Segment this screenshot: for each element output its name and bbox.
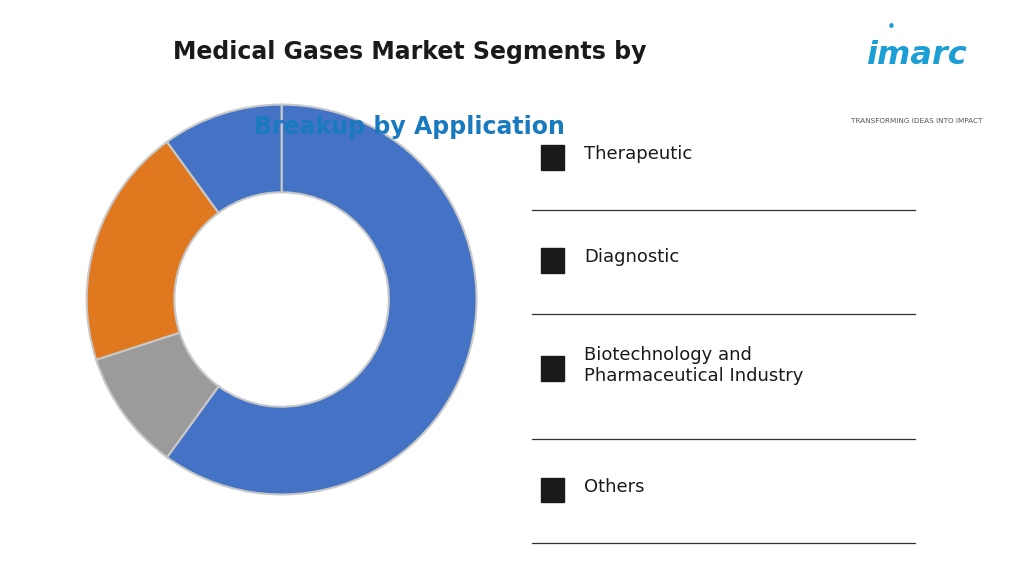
Bar xyxy=(542,356,564,381)
Wedge shape xyxy=(96,333,218,457)
Text: TRANSFORMING IDEAS INTO IMPACT: TRANSFORMING IDEAS INTO IMPACT xyxy=(851,118,982,124)
Text: •: • xyxy=(887,20,895,35)
Wedge shape xyxy=(167,105,282,213)
Text: Medical Gases Market Segments by: Medical Gases Market Segments by xyxy=(173,40,646,65)
Text: Breakup by Application: Breakup by Application xyxy=(254,115,565,139)
Wedge shape xyxy=(87,142,218,360)
Text: Others: Others xyxy=(585,478,645,495)
Text: imarc: imarc xyxy=(866,40,967,71)
Bar xyxy=(542,248,564,273)
Wedge shape xyxy=(167,105,476,494)
Bar xyxy=(542,145,564,170)
Text: Diagnostic: Diagnostic xyxy=(585,248,680,267)
Text: Therapeutic: Therapeutic xyxy=(585,145,692,163)
Bar xyxy=(542,478,564,502)
Text: Biotechnology and
Pharmaceutical Industry: Biotechnology and Pharmaceutical Industr… xyxy=(585,346,804,385)
